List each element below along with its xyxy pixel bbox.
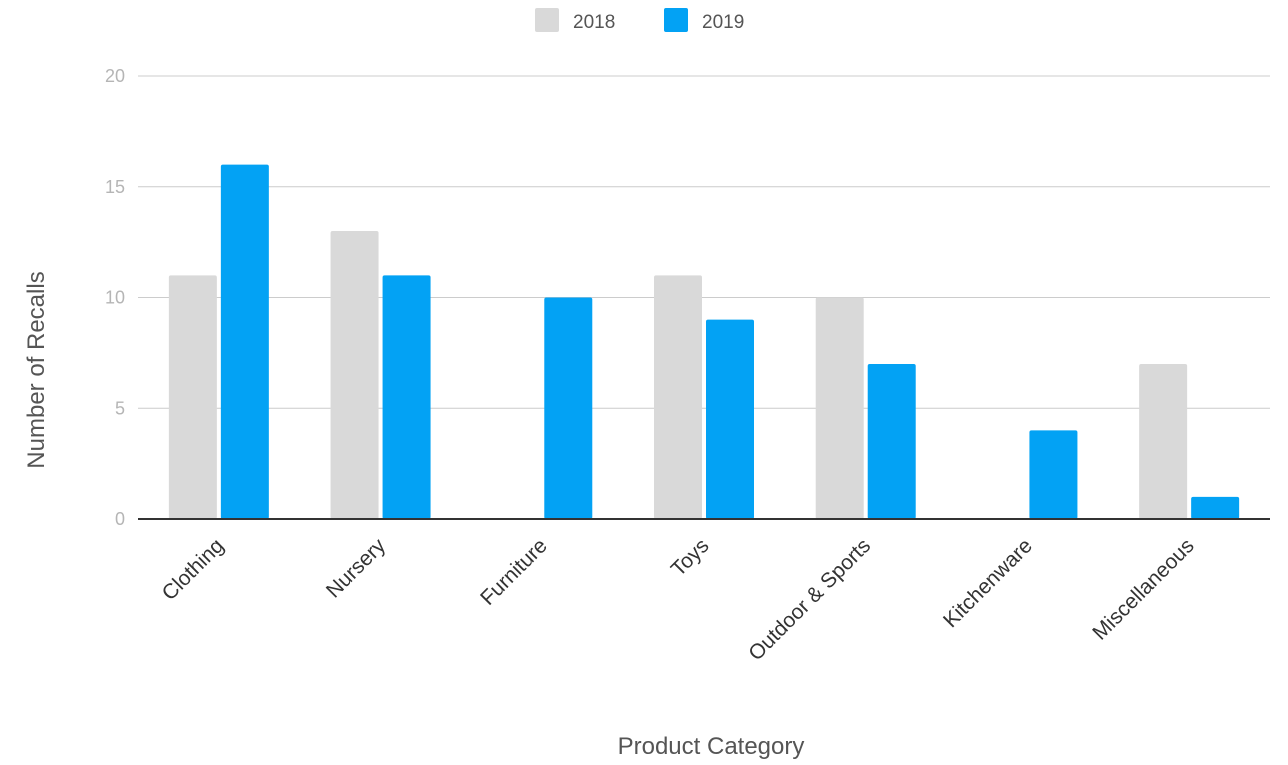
legend-label-2018: 2018	[573, 12, 615, 33]
bar-2019	[382, 275, 431, 519]
x-tick-label: Nursery	[322, 534, 391, 603]
bar-2019	[706, 319, 754, 519]
legend: 2018 2019	[535, 8, 744, 33]
bars	[168, 164, 1240, 520]
y-tick-label: 5	[115, 398, 125, 418]
y-axis-ticks: 0 5 10 15 20	[105, 66, 125, 529]
bar-2019	[544, 297, 593, 519]
bar-2019	[1029, 430, 1078, 519]
y-tick-label: 0	[115, 509, 125, 529]
bar-2018	[168, 275, 217, 519]
legend-label-2019: 2019	[702, 12, 744, 33]
gridlines	[138, 75, 1270, 409]
bar-2018	[330, 231, 379, 520]
x-axis-title: Product Category	[618, 733, 805, 760]
bar-2018	[815, 297, 864, 519]
y-tick-label: 10	[105, 288, 125, 308]
x-tick-label: Miscellaneous	[1088, 534, 1198, 644]
legend-swatch-2018	[535, 8, 559, 32]
bar-2019	[1191, 496, 1240, 519]
x-axis-ticks: Clothing Nursery Furniture Toys Outdoor & Sp…	[158, 534, 1199, 665]
x-tick-label: Clothing	[158, 534, 229, 605]
bar-2018	[1139, 363, 1188, 519]
x-tick-label: Furniture	[476, 534, 552, 610]
bar-2018	[654, 275, 702, 519]
bar-2019	[220, 164, 269, 519]
x-tick-label: Outdoor & Sports	[744, 534, 875, 665]
x-tick-label: Toys	[667, 534, 714, 581]
y-axis-title: Number of Recalls	[23, 271, 50, 468]
y-tick-label: 15	[105, 177, 125, 197]
x-tick-label: Kitchenware	[939, 534, 1037, 632]
bar-2019	[867, 363, 916, 519]
legend-swatch-2019	[664, 8, 688, 32]
y-tick-label: 20	[105, 66, 125, 86]
